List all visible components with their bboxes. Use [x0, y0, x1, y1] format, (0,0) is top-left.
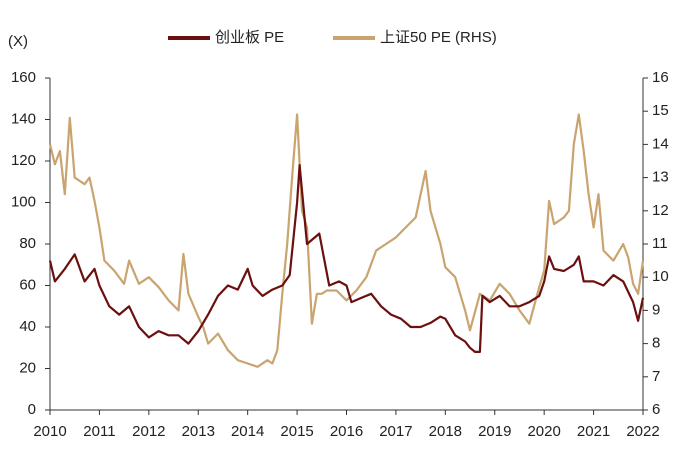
line-series [48, 164, 645, 353]
line-series [48, 113, 645, 368]
y2-tick-label: 10 [652, 268, 669, 285]
y2-tick-label: 16 [652, 69, 669, 86]
y2-tick-label: 7 [652, 368, 660, 385]
y2-tick-label: 8 [652, 335, 660, 352]
x-tick-label: 2015 [280, 423, 313, 440]
y-tick-label: 20 [19, 359, 36, 376]
y2-tick-label: 13 [652, 169, 669, 186]
y-tick-label: 60 [19, 276, 36, 293]
x-tick-label: 2014 [231, 423, 264, 440]
x-tick-label: 2018 [429, 423, 462, 440]
x-tick-label: 2020 [527, 423, 560, 440]
x-tick-label: 2022 [626, 423, 659, 440]
y-tick-label: 160 [11, 69, 36, 86]
y2-tick-label: 12 [652, 202, 669, 219]
y2-tick-label: 6 [652, 401, 660, 418]
legend-label: 创业板 PE [215, 28, 284, 46]
x-tick-label: 2021 [577, 423, 610, 440]
x-tick-label: 2012 [132, 423, 165, 440]
x-tick-label: 2019 [478, 423, 511, 440]
x-tick-label: 2017 [379, 423, 412, 440]
y-tick-label: 140 [11, 110, 36, 127]
y2-tick-label: 15 [652, 102, 669, 119]
x-tick-label: 2013 [182, 423, 215, 440]
legend-label: 上证50 PE (RHS) [380, 29, 497, 46]
y2-tick-label: 11 [652, 235, 668, 252]
y2-tick-label: 14 [652, 135, 669, 152]
y-unit-label: (X) [8, 33, 28, 50]
y-tick-label: 120 [11, 152, 36, 169]
y-tick-label: 100 [11, 193, 36, 210]
y-tick-label: 40 [19, 318, 36, 335]
y-tick-label: 0 [28, 401, 36, 418]
x-tick-label: 2016 [330, 423, 363, 440]
y-tick-label: 80 [19, 235, 36, 252]
x-tick-label: 2011 [83, 423, 115, 440]
x-tick-label: 2010 [33, 423, 66, 440]
y2-tick-label: 9 [652, 301, 660, 318]
